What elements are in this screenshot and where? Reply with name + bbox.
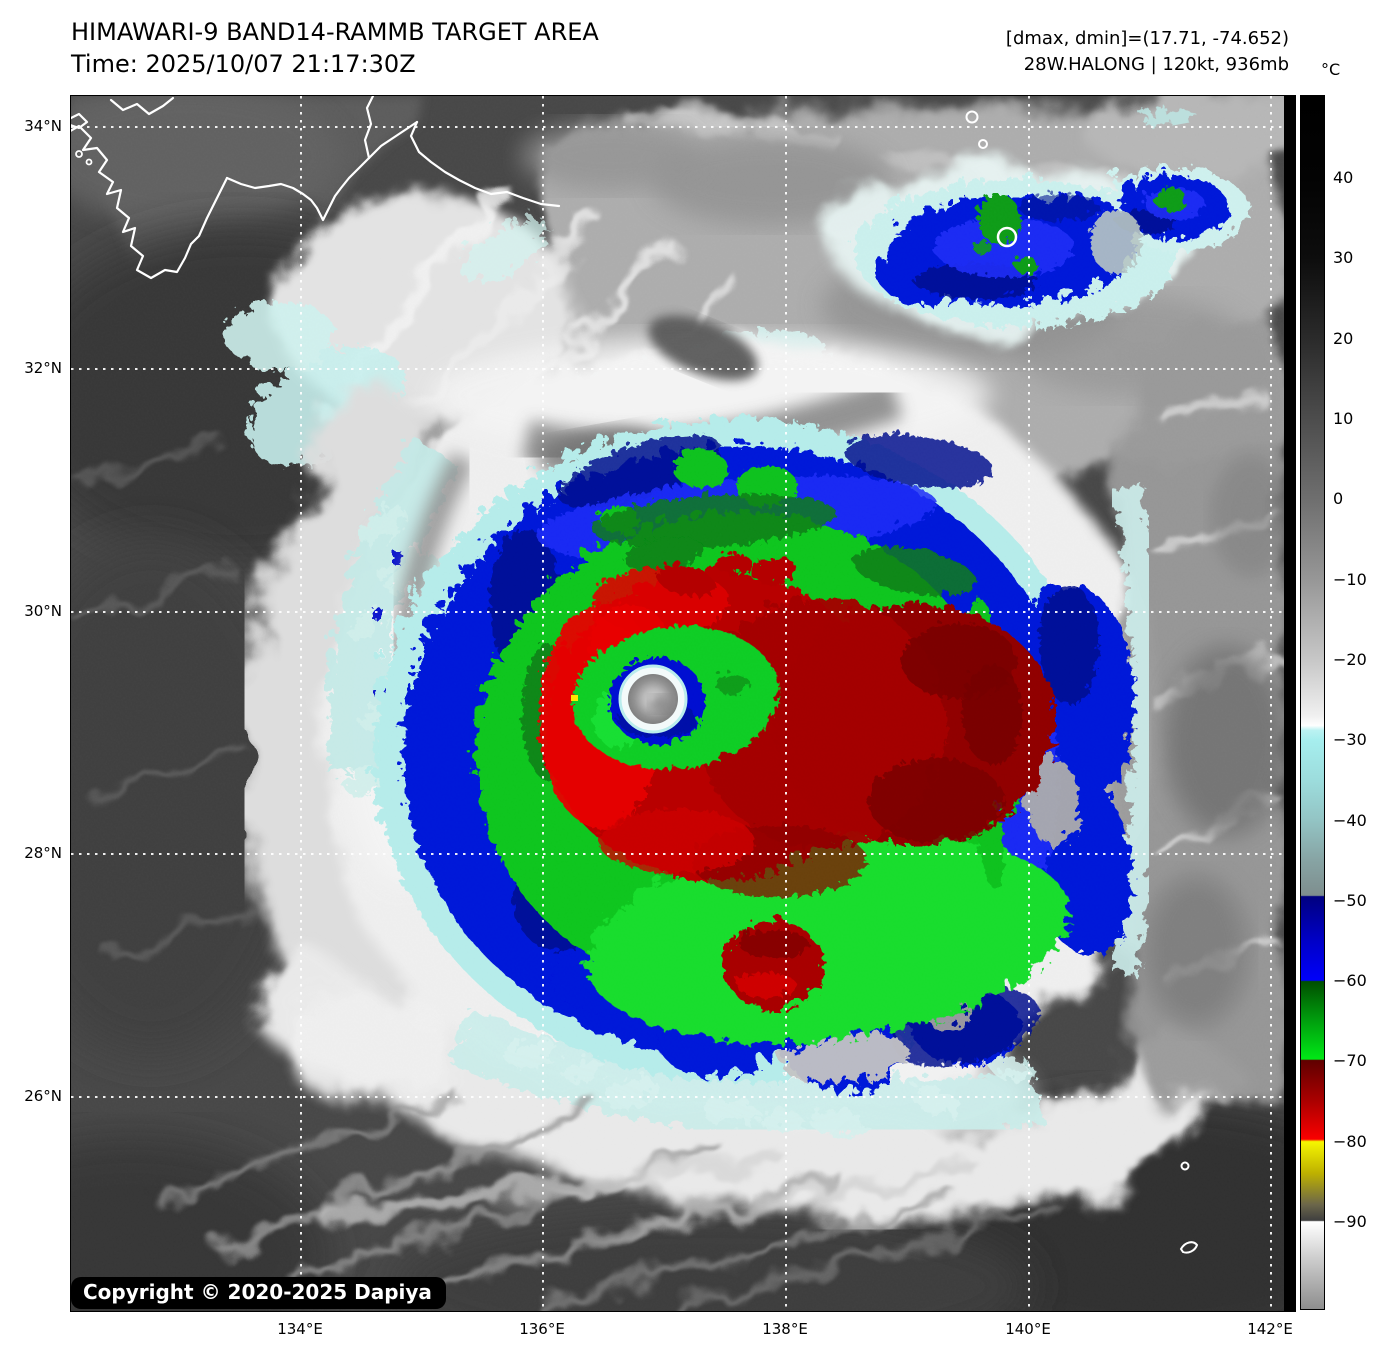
dmax-dmin-label: [dmax, dmin]=(17.71, -74.652) [1005, 28, 1289, 49]
image-noise-texture [71, 96, 1295, 1311]
colorbar-tick-label: 40 [1333, 168, 1354, 187]
longitude-tick-label: 142°E [1247, 1320, 1293, 1338]
satellite-image [71, 96, 1295, 1311]
product-info: [dmax, dmin]=(17.71, -74.652) 28W.HALONG… [1006, 26, 1289, 78]
longitude-tick-label: 138°E [762, 1320, 808, 1338]
colorbar-tick-label: −40 [1333, 811, 1367, 830]
colorbar-tick-label: −30 [1333, 730, 1367, 749]
latitude-tick-label: 34°N [24, 117, 62, 135]
longitude-tick-label: 134°E [277, 1320, 323, 1338]
colorbar-tick-label: −60 [1333, 971, 1367, 990]
storm-info-label: 28W.HALONG | 120kt, 936mb [1023, 54, 1289, 75]
colorbar-unit-label: °C [1321, 60, 1341, 79]
copyright-badge: Copyright © 2020-2025 Dapiya [71, 1277, 446, 1309]
product-time: Time: 2025/10/07 21:17:30Z [71, 50, 416, 78]
latitude-tick-label: 32°N [24, 359, 62, 377]
latitude-tick-label: 28°N [24, 844, 62, 862]
colorbar-tick-label: −20 [1333, 650, 1367, 669]
longitude-tick-label: 140°E [1005, 1320, 1051, 1338]
colorbar-tick-label: 30 [1333, 248, 1354, 267]
colorbar-tick-label: −50 [1333, 891, 1367, 910]
latitude-tick-label: 26°N [24, 1087, 62, 1105]
colorbar-tick-label: −10 [1333, 570, 1367, 589]
colorbar-tick-label: −80 [1333, 1132, 1367, 1151]
colorbar-tick-label: 20 [1333, 329, 1354, 348]
colorbar-tick-label: 0 [1333, 489, 1344, 508]
latitude-tick-label: 30°N [24, 602, 62, 620]
satellite-map: Copyright © 2020-2025 Dapiya [70, 95, 1296, 1312]
colorbar-tick-label: 10 [1333, 409, 1354, 428]
colorbar-tick-label: −70 [1333, 1051, 1367, 1070]
product-title: HIMAWARI-9 BAND14-RAMMB TARGET AREA [71, 18, 599, 46]
colorbar [1300, 95, 1325, 1310]
longitude-tick-label: 136°E [519, 1320, 565, 1338]
page-title: HIMAWARI-9 BAND14-RAMMB TARGET AREA Time… [71, 16, 599, 80]
colorbar-tick-label: −90 [1333, 1212, 1367, 1231]
